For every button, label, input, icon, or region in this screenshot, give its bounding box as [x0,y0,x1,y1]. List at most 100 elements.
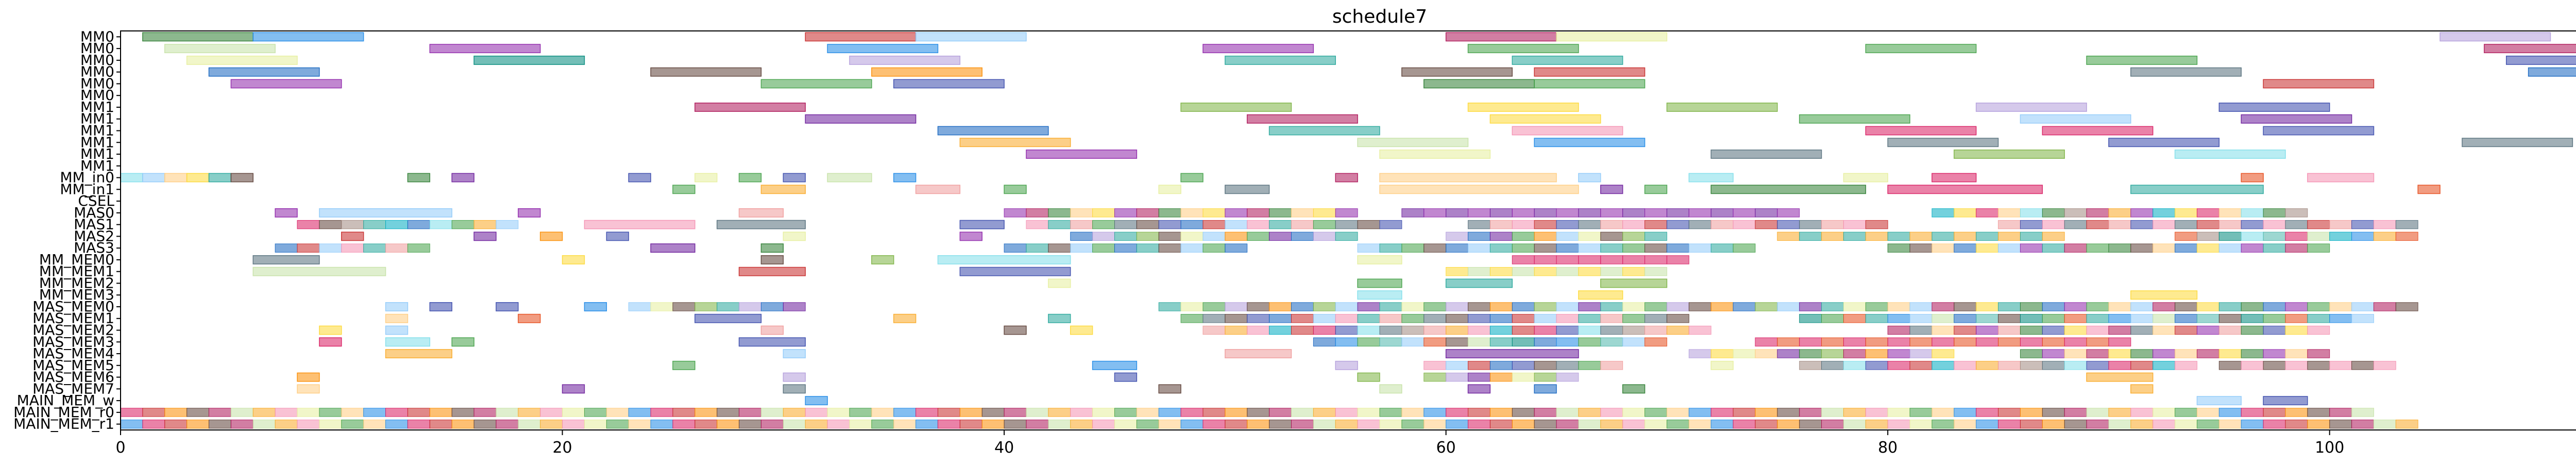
task-bar [1645,220,1667,229]
task-bar [1313,419,1336,429]
task-bar [1710,419,1734,429]
task-bar [1887,243,1910,253]
task-bar [1578,314,1601,323]
task-bar [2196,231,2219,241]
task-bar [1666,103,1778,112]
task-bar [297,419,320,429]
task-bar [1799,114,1910,124]
task-bar [1114,372,1138,382]
task-bar [1622,220,1646,229]
task-bar [1379,314,1402,323]
task-bar [1335,173,1358,183]
task-bar [1048,419,1071,429]
task-bar [1954,302,1977,311]
task-bar [1909,314,1933,323]
task-bar [1688,349,1711,358]
task-bar [937,126,1049,136]
task-bar [1998,337,2021,346]
task-bar [1026,150,1138,159]
task-bar [1645,314,1667,323]
task-bar [2307,314,2330,323]
task-bar [1556,267,1579,276]
task-bar [1180,173,1204,183]
task-bar [1645,408,1667,417]
task-bar [1180,231,1204,241]
task-bar [1622,337,1646,346]
task-bar [1578,243,1601,253]
task-bar [1489,231,1513,241]
task-bar [252,419,276,429]
task-bar [1799,361,1822,370]
task-bar [1909,302,1933,311]
task-bar [1247,408,1270,417]
task-bar [2108,243,2131,253]
task-bar [2086,325,2109,335]
task-bar [2130,384,2154,394]
task-bar [1401,337,1425,346]
task-bar [1954,419,1977,429]
task-bar [2285,231,2308,241]
task-bar [2196,243,2219,253]
task-bar [2064,243,2087,253]
task-bar [1600,337,1623,346]
task-bar [1578,325,1601,335]
task-bar [1335,360,1358,370]
task-bar [1004,208,1027,218]
x-tick-label: 40 [994,439,1014,457]
task-bar [385,302,409,311]
task-bar [1976,243,1999,253]
task-bar [2064,325,2087,335]
task-bar [1269,208,1292,218]
task-bar [2196,408,2219,417]
task-bar [1821,408,1844,417]
task-bar [1291,231,1314,241]
task-bar [1114,408,1137,417]
task-bar [1556,208,1579,218]
task-bar [1887,138,1999,147]
task-bar [760,302,784,311]
task-bar [1976,325,1999,335]
task-bar [2196,208,2219,218]
task-bar [1666,419,1689,429]
task-bar [1468,372,1490,382]
task-bar [2042,408,2065,417]
task-bar [297,243,320,253]
task-bar [2196,302,2219,311]
task-bar [1445,32,1557,42]
task-bar [2130,290,2198,300]
task-bar [1556,220,1579,229]
task-bar [1733,208,1756,218]
task-bar [1578,408,1601,417]
task-bar [1710,150,1822,159]
y-tick-label: MAS_MEM3 [32,333,114,350]
task-bar [783,372,806,382]
task-bar [1489,372,1513,382]
task-bar [1114,208,1137,218]
task-bar [1998,302,2021,311]
task-bar [1335,220,1358,229]
task-bar [1158,419,1181,429]
task-bar [1180,220,1204,229]
task-bar [473,231,497,241]
task-bar [1446,325,1469,335]
task-bar [562,255,585,264]
task-bar [2241,349,2264,358]
task-bar [2241,114,2352,124]
task-bar [451,337,474,347]
task-bar [1578,419,1601,429]
task-bar [1600,185,1623,194]
task-bar [1357,419,1380,429]
task-bar [319,408,342,417]
task-bar [186,173,210,183]
task-bar [2196,314,2219,323]
task-bar [1512,372,1535,382]
task-bar [2351,302,2374,311]
task-bar [783,173,806,183]
task-bar [1225,314,1248,323]
task-bar [1335,337,1358,346]
task-bar [1534,138,1646,147]
task-bar [1534,302,1557,311]
task-bar [1622,408,1646,417]
task-bar [1446,243,1469,253]
task-bar [1909,419,1933,429]
